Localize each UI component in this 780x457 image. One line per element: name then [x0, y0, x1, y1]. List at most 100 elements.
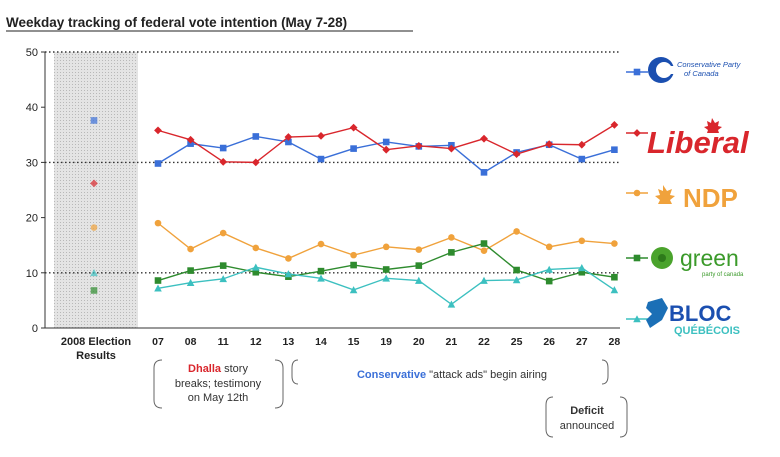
series-4-election-point — [90, 269, 98, 277]
x-tick-label-07: 07 — [152, 336, 164, 348]
dhalla-bracket-left — [153, 359, 163, 409]
series-0-point-12 — [252, 133, 260, 140]
series-0-point-28 — [611, 146, 618, 154]
deficit-bracket-left — [545, 396, 554, 438]
y-ticks: 0 10 20 30 40 50 — [26, 47, 45, 335]
series-1-point-14 — [317, 132, 325, 140]
series-2-point-13 — [285, 255, 292, 262]
series-2-point-14 — [317, 240, 325, 248]
series-4-point-26 — [545, 265, 553, 273]
x-tick-label-21: 21 — [446, 336, 458, 348]
series-4-point-11 — [219, 275, 227, 283]
x-tick-label-08: 08 — [185, 336, 197, 348]
series-3-point-25 — [513, 266, 520, 274]
series-2-point-21 — [448, 234, 455, 241]
legend-conservative-line1: Conservative Party — [677, 60, 742, 69]
series-2-point-25 — [513, 228, 520, 235]
series-2-point-19 — [382, 243, 390, 251]
series-1-point-21 — [447, 144, 456, 153]
series-4-point-25 — [512, 276, 521, 284]
legend-marker-0 — [633, 68, 641, 76]
series-1-point-22 — [480, 134, 488, 143]
legend-ndp: NDP — [655, 183, 738, 213]
election-results-area — [54, 52, 138, 328]
dhalla-rest: story — [221, 363, 248, 375]
dhalla-line2: breaks; testimony — [175, 378, 262, 390]
series — [90, 117, 619, 308]
series-2-point-15 — [350, 251, 357, 259]
axes — [44, 52, 620, 329]
legend-conservative: Conservative Party of Canada — [648, 57, 742, 83]
series-4-point-13 — [284, 270, 293, 278]
series-3-point-27 — [578, 268, 586, 276]
legend-green-sub: party of canada — [702, 272, 744, 278]
series-4-point-21 — [447, 300, 456, 308]
series-1-point-12 — [251, 158, 260, 167]
series-3-point-26 — [545, 277, 553, 285]
x-tick-label-25: 25 — [511, 336, 523, 348]
series-1-point-28 — [610, 120, 619, 129]
series-2 — [90, 219, 618, 262]
series-2-point-22 — [480, 247, 488, 255]
series-1-point-15 — [349, 123, 358, 132]
series-2-point-20 — [415, 246, 423, 253]
series-3-point-12 — [252, 268, 260, 276]
deficit-line1: Deficit — [570, 405, 604, 417]
series-2-point-28 — [611, 240, 618, 247]
x-tick-label-22: 22 — [478, 336, 490, 348]
deficit-line2: announced — [560, 420, 614, 432]
x-tick-label-14: 14 — [315, 336, 327, 348]
series-0-point-27 — [578, 155, 586, 163]
green-flower-center — [658, 254, 666, 262]
x-tick-label-11: 11 — [218, 336, 229, 348]
x-tick-label-20: 20 — [413, 336, 425, 348]
series-0-point-15 — [350, 145, 357, 152]
x-tick-label-19: 19 — [380, 336, 392, 348]
series-0-point-22 — [480, 169, 488, 176]
series-line-2 — [157, 222, 615, 260]
y-tick-label-0: 0 — [32, 323, 38, 335]
ndp-leaf-icon — [655, 185, 675, 204]
x-ticks: 07 08 11 12 13 14 15 19 20 21 22 25 26 27 28 — [152, 336, 620, 348]
series-1-point-25 — [512, 150, 521, 159]
legend-liberal: Liberal — [647, 118, 750, 160]
legend-marker-2 — [633, 189, 641, 197]
x-tick-label-27: 27 — [576, 336, 588, 348]
dhalla-line1: Dhalla story — [188, 363, 248, 375]
series-1-point-26 — [545, 140, 554, 149]
legend-bloc-line1: BLOC — [669, 301, 731, 326]
election-label-line1: 2008 Election — [61, 336, 132, 348]
series-2-point-26 — [545, 243, 553, 251]
legend-marker-3 — [633, 254, 641, 262]
election-label-line2: Results — [76, 350, 116, 362]
series-1-point-20 — [414, 141, 423, 150]
annotation-deficit: Deficit announced — [545, 396, 628, 438]
series-0-point-13 — [285, 138, 292, 146]
series-2-point-07 — [154, 219, 162, 227]
series-3-point-20 — [415, 262, 423, 269]
series-1-point-19 — [382, 145, 391, 154]
series-2-point-11 — [219, 229, 227, 237]
attack-highlight: Conservative — [357, 369, 426, 381]
y-tick-label-50: 50 — [26, 47, 38, 59]
series-3-point-07 — [154, 277, 162, 284]
series-4-point-19 — [382, 274, 390, 282]
series-1-election-point — [90, 179, 98, 188]
y-tick-label-20: 20 — [26, 213, 38, 225]
legend-bloc: BLOC QUÉBÉCOIS — [646, 298, 740, 337]
legend-green: green party of canada — [651, 245, 744, 278]
series-1-point-08 — [186, 135, 195, 144]
annotation-attack-ads: Conservative "attack ads" begin airing — [291, 359, 609, 385]
attack-bracket-left — [291, 359, 299, 385]
series-1-point-11 — [219, 157, 228, 166]
series-0-point-14 — [317, 155, 325, 163]
series-4-point-15 — [349, 286, 358, 294]
series-1-point-13 — [284, 133, 293, 141]
series-3-point-14 — [317, 267, 325, 275]
series-3-point-19 — [382, 266, 390, 273]
series-1-point-07 — [154, 126, 162, 135]
series-2-point-08 — [187, 245, 194, 253]
series-4-point-14 — [317, 274, 325, 282]
legend-marker-4 — [633, 315, 641, 323]
